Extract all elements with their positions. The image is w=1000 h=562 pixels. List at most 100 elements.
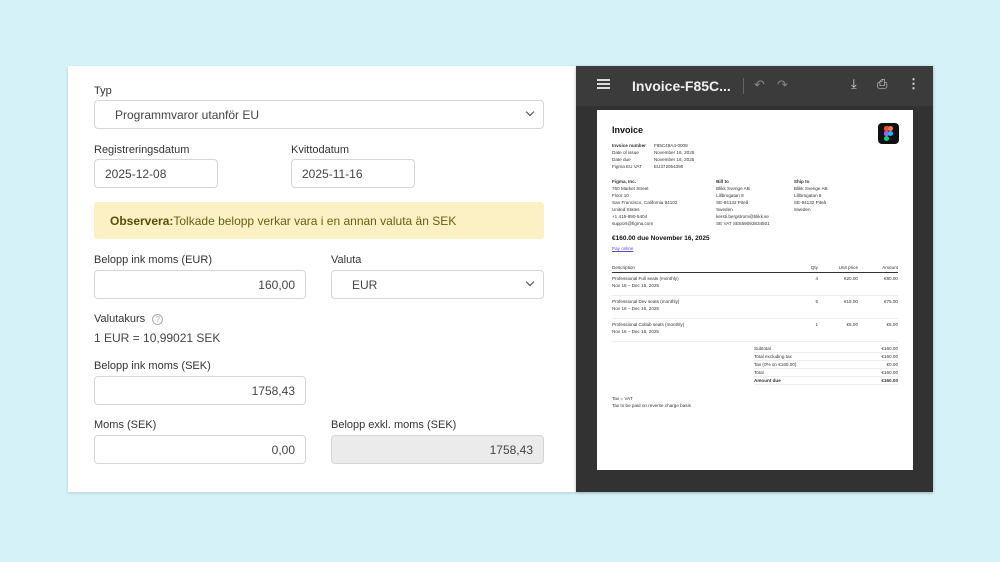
totals-row: Total excluding tax €160.00 bbox=[754, 352, 898, 361]
item-amount: €5.00 bbox=[858, 318, 898, 342]
address-line: 760 Market Street bbox=[612, 186, 649, 191]
valutakurs-text: Valutakurs bbox=[94, 313, 146, 325]
belopp-exkl-label: Belopp exkl. moms (SEK) bbox=[331, 419, 457, 431]
totals-table: Subtotal €160.00 Total excluding tax €160.0… bbox=[754, 345, 898, 385]
item-period: Nov 16 – Dec 16, 2025 bbox=[612, 329, 659, 334]
registreringsdatum-input[interactable]: 2025-12-08 bbox=[94, 159, 218, 188]
line-items-table: Description Qty Unit price Amount Profes… bbox=[612, 264, 898, 342]
meta-key: Invoice number bbox=[612, 143, 646, 148]
address-line: SE-94132 Piteå bbox=[793, 200, 827, 205]
meta-value: November 16, 2025 bbox=[653, 150, 695, 155]
belopp-sek-label: Belopp ink moms (SEK) bbox=[94, 360, 211, 372]
totals-label: Subtotal bbox=[754, 345, 858, 353]
meta-key: Date of issue bbox=[612, 150, 639, 155]
kvittodatum-input[interactable]: 2025-11-16 bbox=[291, 159, 415, 188]
address-line: Bill to bbox=[716, 179, 729, 184]
item-desc: Professional Dev seats (monthly) bbox=[612, 299, 680, 304]
totals-row: Total €160.00 bbox=[754, 368, 898, 377]
line-item-row: Professional Full seats (monthly) Nov 16 … bbox=[612, 272, 898, 296]
belopp-exkl-input: 1758,43 bbox=[331, 435, 544, 464]
moms-label: Moms (SEK) bbox=[94, 419, 157, 431]
address-line: Tax to be paid on reverse charge basis bbox=[612, 403, 691, 408]
item-amount: €80.00 bbox=[858, 272, 898, 296]
invoice-page: Invoice Invoice number F85C49A4-0008 Date… bbox=[597, 110, 913, 470]
col-amount: Amount bbox=[858, 264, 898, 273]
moms-input[interactable]: 0,00 bbox=[94, 435, 306, 464]
address-line: San Francisco, California 94102 bbox=[612, 200, 678, 205]
col-qty: Qty bbox=[788, 264, 818, 273]
item-period: Nov 16 – Dec 16, 2025 bbox=[612, 306, 659, 311]
item-description: Professional Collab seats (monthly) Nov 1… bbox=[612, 318, 788, 342]
invoice-notes: Tax = VAT Tax to be paid on reverse charg… bbox=[612, 395, 898, 409]
address-line: Sweden bbox=[793, 207, 811, 212]
line-item-row: Professional Collab seats (monthly) Nov 1… bbox=[612, 318, 898, 342]
ship-to-address: Ship to Blikk Sverige AB Lillbrogatan 8 SE-… bbox=[794, 178, 898, 227]
totals-row: Amount due €160.00 bbox=[754, 376, 898, 385]
meta-value: November 16, 2025 bbox=[653, 157, 695, 162]
address-line: support@figma.com bbox=[612, 221, 654, 226]
valutakurs-label: Valutakurs ? bbox=[94, 313, 164, 325]
item-qty: 4 bbox=[788, 272, 818, 296]
valuta-select[interactable]: EUR bbox=[331, 270, 544, 299]
undo-icon[interactable]: ↶ bbox=[754, 77, 765, 92]
notice-text: Tolkade belopp verkar vara i en annan va… bbox=[173, 213, 457, 228]
line-item-row: Professional Dev seats (monthly) Nov 16 –… bbox=[612, 295, 898, 319]
item-period: Nov 16 – Dec 16, 2025 bbox=[612, 283, 659, 288]
item-unit-price: €20.00 bbox=[818, 272, 858, 296]
address-line: Lillbrogatan 8 bbox=[793, 193, 822, 198]
totals-label: Amount due bbox=[754, 376, 858, 385]
item-unit-price: €15.00 bbox=[818, 295, 858, 319]
address-line: Floor 10 bbox=[612, 193, 629, 198]
notice-prefix: Observera: bbox=[110, 213, 174, 228]
totals-value: €160.00 bbox=[857, 345, 898, 353]
redo-icon[interactable]: ↷ bbox=[777, 77, 788, 92]
meta-value: EU372054390 bbox=[653, 164, 684, 169]
help-icon[interactable]: ? bbox=[152, 314, 164, 325]
figma-logo bbox=[878, 123, 899, 144]
address-line: Lillbrogatan 8 bbox=[716, 193, 744, 198]
address-line: Blikk Sverige AB bbox=[793, 186, 828, 191]
totals-label: Total excluding tax bbox=[754, 352, 858, 361]
address-line: Ship to bbox=[793, 179, 810, 184]
address-line: +1 415-890-5404 bbox=[612, 214, 648, 219]
address-line: kersti.bergstrom@blikk.se bbox=[716, 214, 769, 219]
col-description: Description bbox=[612, 264, 788, 273]
address-line: SE-94132 Piteå bbox=[716, 200, 749, 205]
totals-value: €160.00 bbox=[857, 368, 898, 377]
menu-icon[interactable] bbox=[597, 79, 610, 89]
currency-notice: Observera: Tolkade belopp verkar vara i … bbox=[94, 202, 544, 239]
valuta-value: EUR bbox=[352, 277, 378, 292]
item-desc: Professional Collab seats (monthly) bbox=[612, 322, 685, 327]
address-line: Blikk Sverige AB bbox=[716, 186, 750, 191]
totals-row: Subtotal €160.00 bbox=[754, 345, 898, 353]
address-line: Sweden bbox=[716, 207, 733, 212]
invoice-heading: Invoice bbox=[612, 125, 644, 135]
typ-label: Typ bbox=[94, 85, 112, 97]
expense-form: Typ Programmvaror utanför EU Registrerin… bbox=[68, 66, 576, 492]
viewer-toolbar: Invoice-F85C... ↶ ↷ ⤓ ⎙ ⋮ bbox=[576, 66, 933, 106]
document-title: Invoice-F85C... bbox=[632, 78, 731, 94]
more-icon[interactable]: ⋮ bbox=[907, 76, 920, 91]
bill-to-address: Bill to Blikk Sverige AB Lillbrogatan 8 SE-… bbox=[716, 178, 794, 227]
belopp-eur-input[interactable]: 160,00 bbox=[94, 270, 306, 299]
item-amount: €75.00 bbox=[858, 295, 898, 319]
valutakurs-value: 1 EUR = 10,99021 SEK bbox=[94, 331, 221, 345]
totals-label: Total bbox=[754, 368, 858, 377]
seller-address: Figma, Inc. 760 Market Street Floor 10 San … bbox=[612, 178, 716, 227]
belopp-sek-input[interactable]: 1758,43 bbox=[94, 376, 306, 405]
amount-due-heading: €160.00 due November 16, 2025 bbox=[612, 235, 710, 242]
item-description: Professional Dev seats (monthly) Nov 16 –… bbox=[612, 295, 788, 319]
item-desc: Professional Full seats (monthly) bbox=[612, 276, 679, 281]
typ-select[interactable]: Programmvaror utanför EU bbox=[94, 100, 544, 129]
download-icon[interactable]: ⤓ bbox=[851, 76, 857, 91]
item-description: Professional Full seats (monthly) Nov 16 … bbox=[612, 272, 788, 296]
print-icon[interactable]: ⎙ bbox=[877, 76, 888, 91]
address-line: Tax = VAT bbox=[612, 396, 633, 401]
totals-value: €0.00 bbox=[857, 360, 898, 369]
pay-online-link[interactable]: Pay online bbox=[612, 246, 634, 251]
item-qty: 5 bbox=[788, 295, 818, 319]
kvittodatum-label: Kvittodatum bbox=[291, 144, 350, 156]
totals-value: €160.00 bbox=[857, 376, 898, 385]
invoice-meta: Invoice number F85C49A4-0008 Date of issu… bbox=[612, 142, 702, 170]
valuta-label: Valuta bbox=[331, 254, 362, 266]
